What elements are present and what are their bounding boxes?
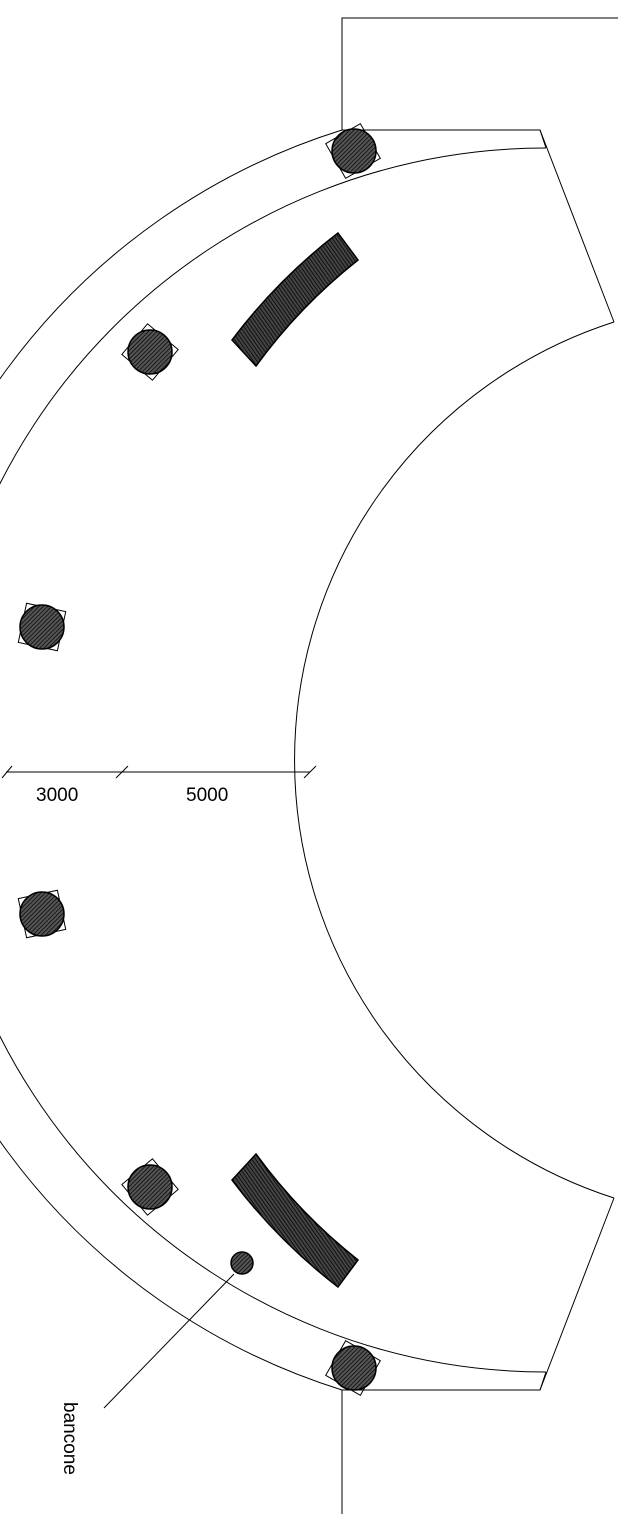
counter-leader-line bbox=[103, 1273, 235, 1409]
middle-arc bbox=[0, 147, 547, 1373]
counter-marker-dot bbox=[230, 1251, 254, 1275]
inner-arc bbox=[294, 321, 615, 1199]
counter-block-top bbox=[231, 231, 360, 368]
column-3 bbox=[17, 602, 67, 652]
column-1 bbox=[324, 122, 382, 180]
building-outline-bottom bbox=[341, 1197, 615, 1514]
counter-label: bancone bbox=[59, 1402, 80, 1475]
dimension-inner-width: 5000 bbox=[186, 785, 228, 806]
outer-arc bbox=[0, 129, 343, 1391]
column-6 bbox=[324, 1339, 382, 1397]
column-5 bbox=[121, 1158, 179, 1216]
building-outline-top bbox=[341, 17, 618, 323]
column-2 bbox=[121, 323, 179, 381]
column-4 bbox=[17, 889, 67, 939]
dimension-outer-width: 3000 bbox=[36, 785, 78, 806]
dimension-line bbox=[1, 765, 317, 779]
counter-block-bottom bbox=[231, 1152, 360, 1289]
